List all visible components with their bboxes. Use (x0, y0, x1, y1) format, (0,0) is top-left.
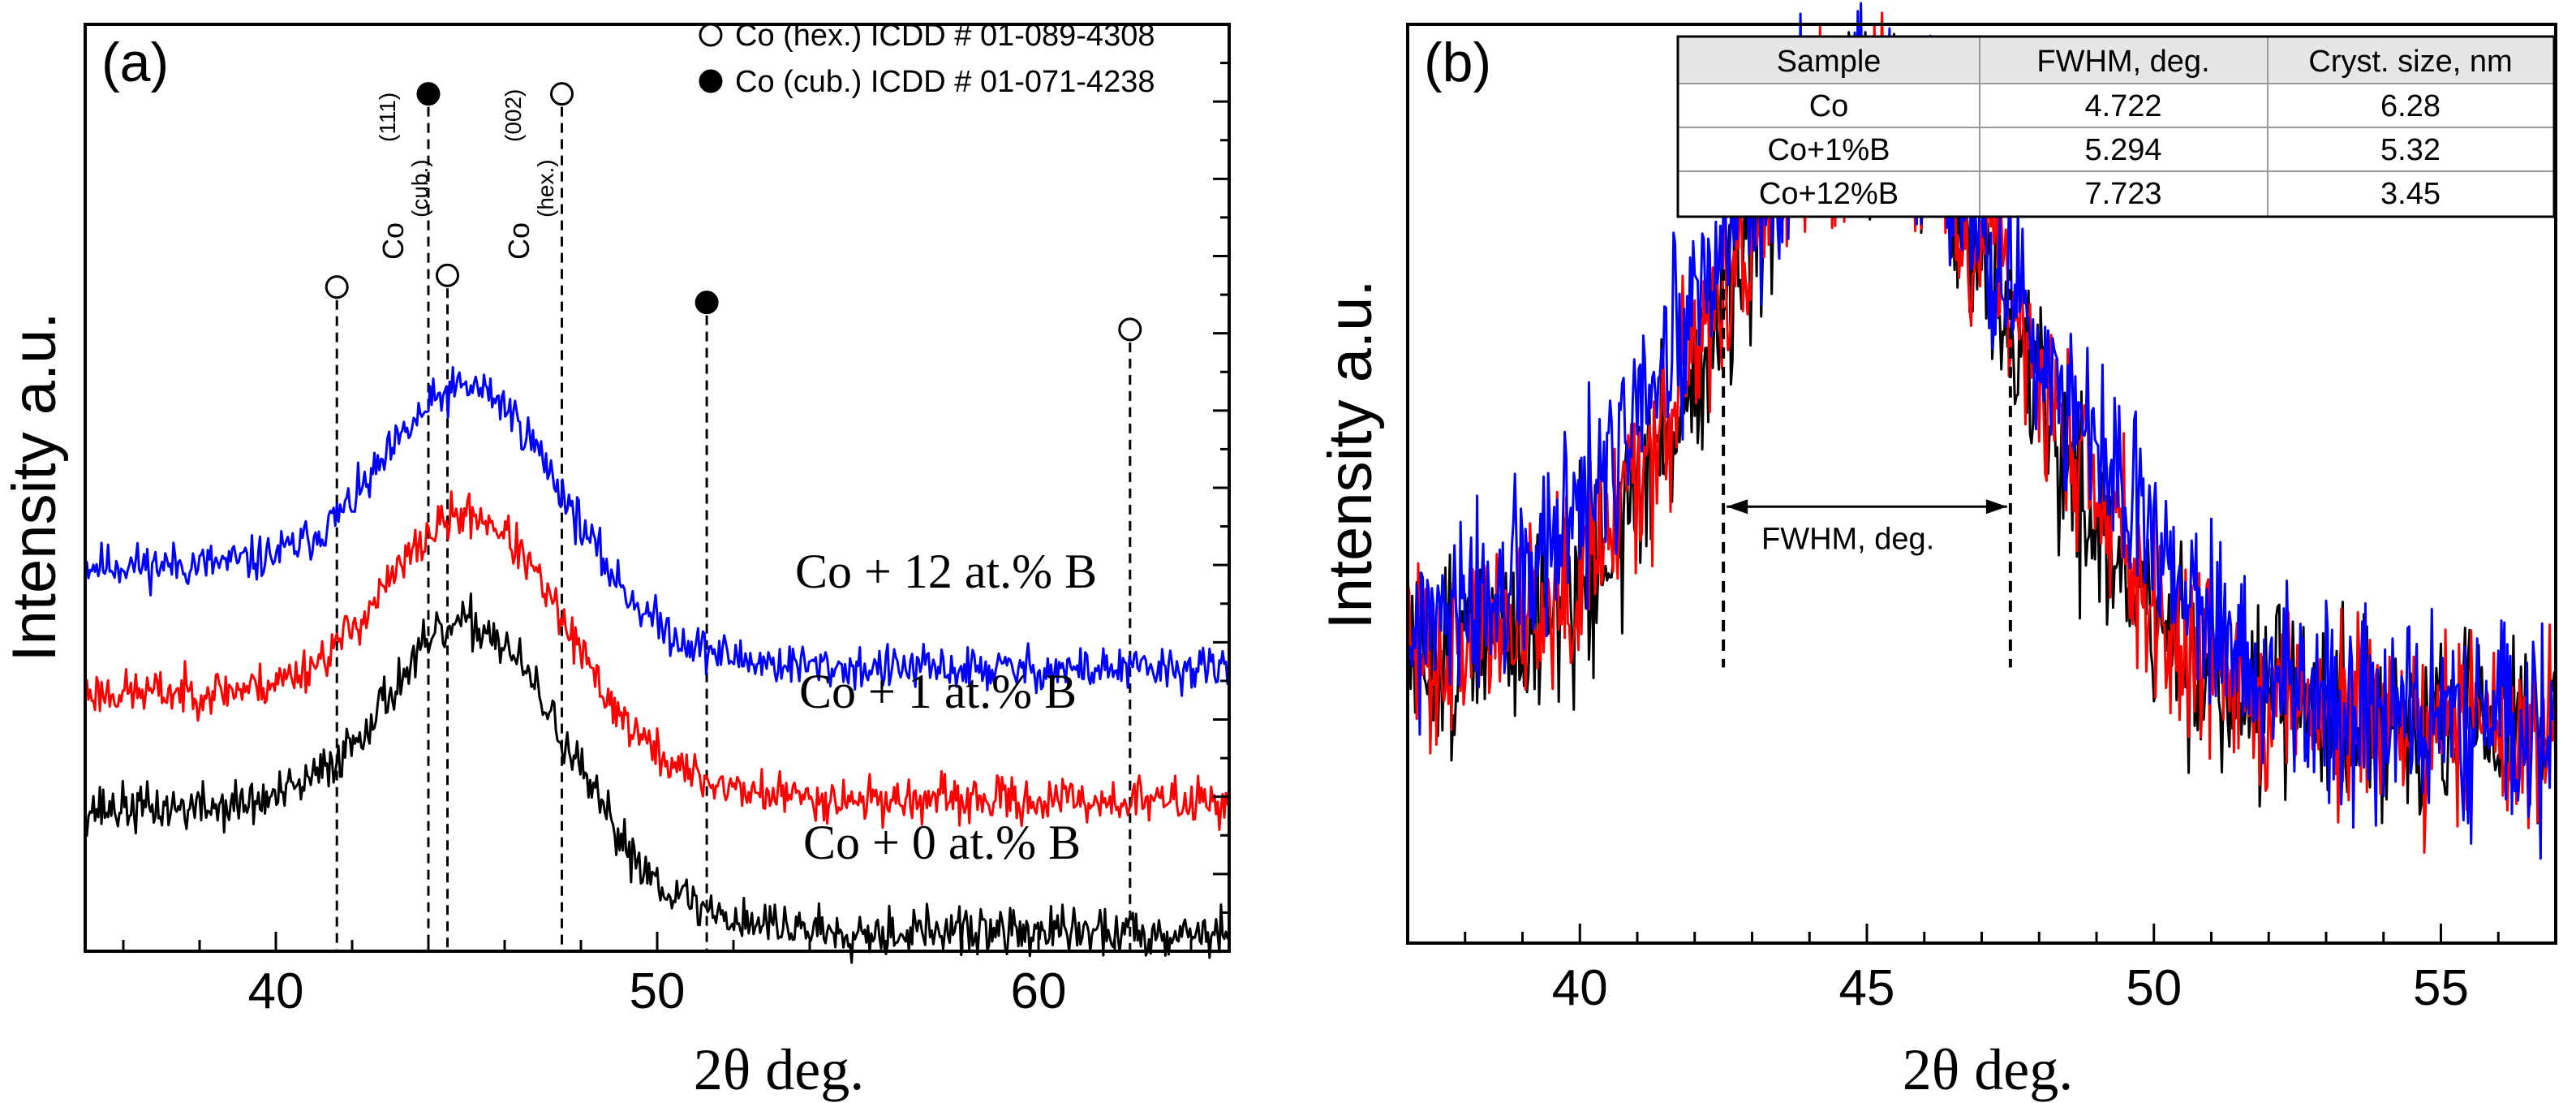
b-x-tick-label: 45 (1839, 960, 1895, 1016)
table-cell: 5.32 (2380, 133, 2441, 167)
legend-cub-label: Co (cub.) ICDD # 01-071-4238 (735, 65, 1155, 99)
table-cell: 4.722 (2084, 89, 2161, 123)
table-border (1676, 35, 2556, 218)
a-series-label-0b: Co + 0 at.% B (803, 816, 1081, 869)
a-x-tick-label: 40 (248, 963, 304, 1019)
a-phase-label-hex: Co (hex.) (002) (501, 89, 558, 260)
a-open-circle-marker (1118, 317, 1142, 342)
table-cell: 3.45 (2380, 177, 2441, 211)
a-series-line-1 (84, 490, 1231, 831)
a-filled-circle-marker (416, 82, 441, 106)
a-plot-frame (84, 23, 1231, 953)
table-cell: Co (1809, 89, 1849, 123)
a-y-axis-title: Intensity a.u. (0, 312, 69, 662)
b-x-tick-label: 50 (2126, 960, 2182, 1016)
table-cell: 5.294 (2084, 133, 2161, 167)
phase-label-hex-sub: (hex.) (533, 159, 558, 218)
a-filled-circle-marker (695, 291, 719, 315)
b-x-tick-label: 40 (1552, 960, 1608, 1016)
a-open-circle-marker (550, 82, 574, 106)
phase-label-hex-sup: (002) (501, 89, 526, 142)
table-header-sample: Sample (1777, 45, 1881, 79)
table-header-size: Cryst. size, nm (2308, 45, 2512, 79)
a-series-line-2 (84, 592, 1231, 964)
phase-label-cub-sub: (cub.) (407, 159, 432, 218)
a-series-line-0 (84, 366, 1231, 697)
b-panel-label: (b) (1424, 32, 1491, 93)
panel-a: 40 50 60 (a) Co (hex.) ICDD # 01-089-4308 … (0, 19, 1231, 1102)
b-x-axis-title: 2θ deg. (1903, 1037, 2073, 1102)
legend-filled-circle-marker (699, 69, 723, 93)
a-legend: Co (hex.) ICDD # 01-089-4308 Co (cub.) I… (699, 19, 1155, 99)
a-reference-markers (325, 82, 1142, 342)
b-table: Sample FWHM, deg. Cryst. size, nm Co 4.7… (1676, 35, 2556, 218)
a-open-circle-marker (325, 275, 349, 299)
table-cell: Co+12%B (1759, 177, 1899, 211)
fwhm-label: FWHM, deg. (1761, 522, 1934, 556)
phase-label-hex-main: Co (502, 222, 535, 260)
panel-b: 40 45 50 55 FWHM, deg. (b) Sample FWHM, deg… (1316, 2, 2557, 1102)
a-x-tick-label: 50 (630, 963, 686, 1019)
a-series-label-12b: Co + 12 at.% B (795, 545, 1097, 598)
legend-hex-label: Co (hex.) ICDD # 01-089-4308 (735, 19, 1155, 53)
b-ticks: 40 45 50 55 (1406, 924, 2557, 1016)
phase-label-cub-sup: (111) (375, 93, 400, 142)
table-cell: 7.723 (2084, 177, 2161, 211)
a-phase-label-cub: Co (cub.) (111) (375, 93, 432, 260)
b-fwhm-annotation (1722, 269, 2012, 668)
table-cell: Co+1%B (1767, 133, 1890, 167)
table-header-bg (1678, 37, 2554, 84)
a-series-label-1b: Co + 1 at.% B (799, 665, 1077, 718)
a-ticks: 40 50 60 (122, 23, 1229, 1019)
fwhm-arrow-head-left (1727, 499, 1748, 515)
fwhm-arrow-head-right (1985, 499, 2007, 515)
a-panel-label: (a) (101, 32, 169, 93)
b-y-axis-title: Intensity a.u. (1316, 280, 1385, 630)
table-cell: 6.28 (2380, 89, 2441, 123)
legend-open-circle-marker (699, 23, 723, 47)
b-x-tick-label: 55 (2413, 960, 2469, 1016)
phase-label-cub-main: Co (376, 222, 410, 260)
a-series-group (84, 366, 1231, 964)
a-x-tick-label: 60 (1011, 963, 1067, 1019)
table-header-fwhm: FWHM, deg. (2036, 45, 2209, 79)
a-open-circle-marker (436, 263, 459, 287)
a-x-axis-title: 2θ deg. (694, 1037, 864, 1102)
